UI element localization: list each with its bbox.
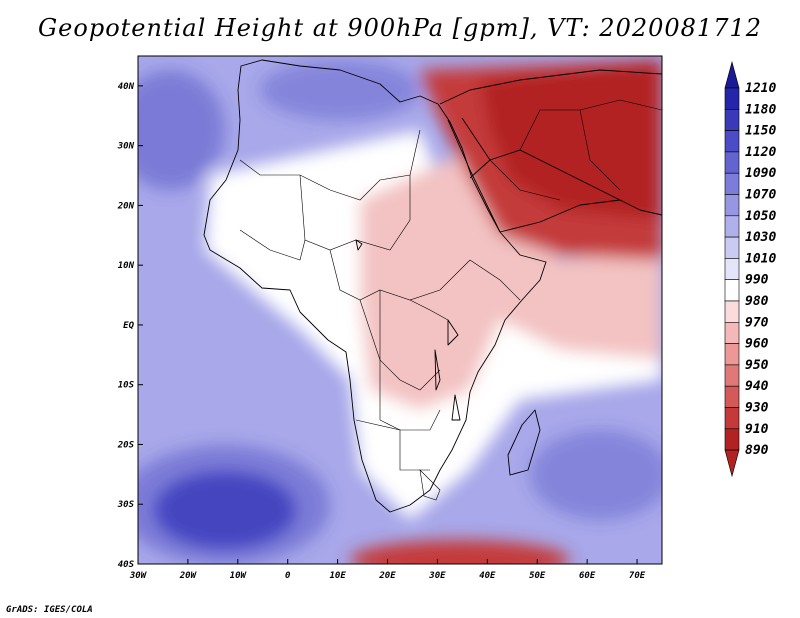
lon-tick-label: 20E xyxy=(378,571,396,581)
grads-credit: GrADS: IGES/COLA xyxy=(6,605,93,615)
colorbar-label: 1090 xyxy=(745,166,776,181)
colorbar-swatch xyxy=(724,300,740,323)
lon-tick-label: 50E xyxy=(529,571,546,581)
colorbar-swatch xyxy=(724,428,740,451)
colorbar-swatch xyxy=(724,321,740,344)
lat-tick-label: 20S xyxy=(117,440,135,450)
red-sea xyxy=(447,117,501,233)
colorbar-swatch xyxy=(724,236,740,259)
madagascar xyxy=(507,409,541,476)
colorbar-label: 970 xyxy=(745,315,769,330)
lon-tick-label: 30W xyxy=(129,571,148,581)
lat-tick-label: 30N xyxy=(117,142,135,152)
mediterranean-trough xyxy=(260,60,420,120)
colorbar-label: 890 xyxy=(745,443,769,458)
colorbar-label: 930 xyxy=(745,401,769,416)
colorbar-max-arrow xyxy=(724,60,740,89)
colorbar-swatch xyxy=(724,194,740,217)
east-africa-low xyxy=(360,150,662,410)
colorbar-label: 910 xyxy=(745,422,769,437)
south-atlantic-trough xyxy=(138,445,330,564)
lat-tick-label: 30S xyxy=(117,500,135,510)
colorbar-min-arrow xyxy=(724,449,740,478)
lon-tick-label: 40E xyxy=(479,571,496,581)
lon-tick-label: 10E xyxy=(329,571,346,581)
lon-tick-label: 70E xyxy=(629,571,646,581)
north-atlantic-trough xyxy=(138,70,225,190)
colorbar-swatch xyxy=(724,279,740,302)
colorbar-swatch xyxy=(724,87,740,110)
lat-tick-label: 10N xyxy=(118,261,135,271)
lon-tick-label: 0 xyxy=(285,571,291,581)
map-title: Geopotential Height at 900hPa [gpm], VT:… xyxy=(38,14,762,42)
colorbar-swatch xyxy=(724,385,740,408)
colorbar-swatch xyxy=(724,172,740,195)
lon-tick-label: 60E xyxy=(579,571,596,581)
lon-tick-label: 10W xyxy=(230,571,248,581)
latitude-axis: 40N 30N 20N 10N EQ 10S 20S 30S 40S xyxy=(117,82,143,570)
lat-tick-label: 40N xyxy=(118,82,135,92)
colorbar-label: 1150 xyxy=(745,124,776,139)
colorbar-label: 1050 xyxy=(745,209,776,224)
coastlines xyxy=(203,59,662,513)
border-line xyxy=(579,109,621,191)
colorbar-label: 1180 xyxy=(745,102,776,117)
colorbar-swatch xyxy=(724,258,740,280)
colorbar-swatch xyxy=(724,151,740,174)
colorbar-label: 950 xyxy=(745,358,769,373)
colorbar-label: 960 xyxy=(745,337,769,352)
geopotential-field xyxy=(138,56,662,564)
colorbar-label: 990 xyxy=(745,273,769,288)
africa-coastline xyxy=(203,59,547,513)
lat-tick-label: 20N xyxy=(117,201,135,211)
colorbar-swatch xyxy=(724,364,740,387)
east-africa-lakes xyxy=(434,319,461,421)
colorbar-label: 940 xyxy=(745,379,769,394)
longitude-axis: 30W 20W 10W 0 10E 20E 30E 40E 50E 60E 70E xyxy=(129,559,646,581)
border-line xyxy=(239,229,306,261)
border-line xyxy=(355,419,430,471)
lon-tick-label: 20W xyxy=(179,571,198,581)
arabia-heat-low xyxy=(480,60,662,220)
lon-tick-label: 30E xyxy=(428,571,446,581)
lake-chad xyxy=(355,239,363,251)
border-line xyxy=(359,299,441,391)
colorbar-label: 980 xyxy=(745,294,769,309)
colorbar-label: 1070 xyxy=(745,188,776,203)
colorbar-label: 1010 xyxy=(745,251,776,266)
lat-tick-label: EQ xyxy=(123,321,134,331)
colorbar: 1210 1180 1150 1120 1090 1070 1050 1030 1010 990 9… xyxy=(724,60,776,478)
colorbar-label: 1030 xyxy=(745,230,776,245)
border-line xyxy=(419,469,441,501)
colorbar-swatch xyxy=(724,343,740,366)
map-frame xyxy=(137,55,663,565)
lat-tick-label: 10S xyxy=(118,381,135,391)
colorbar-label: 1210 xyxy=(745,81,776,96)
border-line xyxy=(489,159,561,201)
colorbar-label: 1120 xyxy=(745,145,776,160)
colorbar-swatch xyxy=(724,407,740,430)
border-line xyxy=(469,259,521,301)
lat-tick-label: 40S xyxy=(118,560,135,570)
colorbar-swatch xyxy=(724,215,740,238)
border-line xyxy=(239,129,421,201)
indian-ocean-trough xyxy=(530,430,662,520)
country-borders xyxy=(239,99,662,501)
colorbar-swatch xyxy=(724,109,740,131)
border-line xyxy=(409,299,449,321)
southern-ocean-low xyxy=(350,540,570,564)
colorbar-swatch xyxy=(724,130,740,153)
